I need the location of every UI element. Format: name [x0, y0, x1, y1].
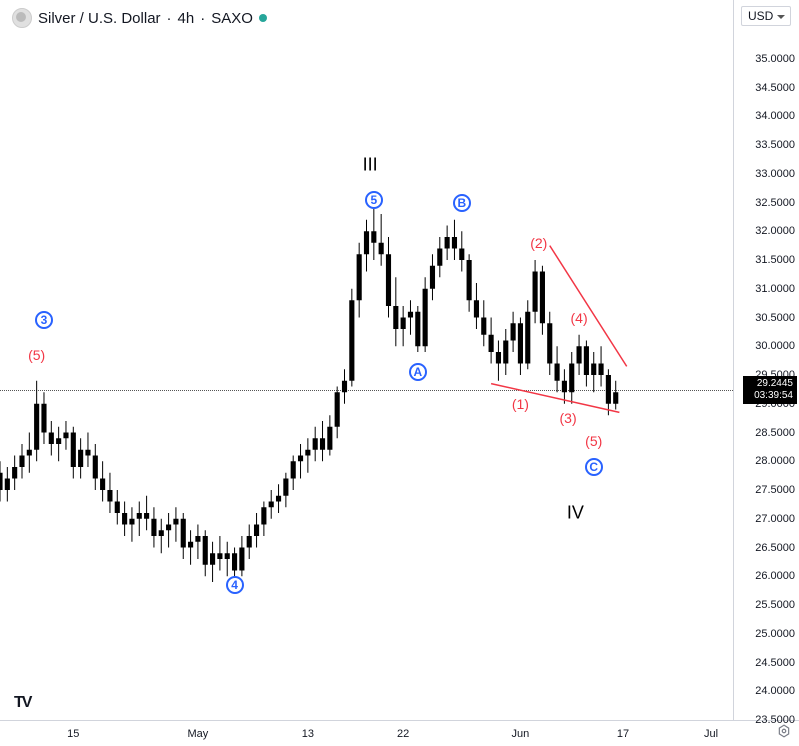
- y-tick-label: 26.5000: [740, 542, 795, 554]
- y-tick-label: 30.5000: [740, 312, 795, 324]
- price-value: 29.2445: [747, 378, 793, 390]
- elliott-wave-circle-label[interactable]: 4: [226, 576, 244, 594]
- y-tick-label: 35.0000: [740, 53, 795, 65]
- elliott-wave-circle-label[interactable]: B: [453, 194, 471, 212]
- tradingview-logo-icon: TV: [14, 694, 30, 712]
- y-tick-label: 24.0000: [740, 685, 795, 697]
- y-tick-label: 25.0000: [740, 628, 795, 640]
- y-tick-label: 33.0000: [740, 168, 795, 180]
- elliott-wave-circle-label[interactable]: C: [585, 458, 603, 476]
- x-tick-label: 13: [302, 728, 314, 740]
- y-axis-border: [733, 0, 734, 720]
- price-chart-svg: [0, 0, 733, 720]
- elliott-wave-circle-label[interactable]: 3: [35, 311, 53, 329]
- y-tick-label: 31.5000: [740, 254, 795, 266]
- y-tick-label: 34.5000: [740, 82, 795, 94]
- trendline[interactable]: [491, 384, 619, 413]
- x-tick-label: 15: [67, 728, 79, 740]
- x-axis-border: [0, 720, 799, 721]
- y-tick-label: 28.0000: [740, 455, 795, 467]
- x-tick-label: Jul: [704, 728, 718, 740]
- y-tick-label: 28.5000: [740, 427, 795, 439]
- x-tick-label: May: [188, 728, 209, 740]
- y-tick-label: 33.5000: [740, 139, 795, 151]
- y-tick-label: 32.5000: [740, 197, 795, 209]
- chart-plot-area[interactable]: 35.0000 34.5000 34.0000 33.5000 33.0000 32.50…: [0, 0, 799, 746]
- elliott-wave-circle-label[interactable]: 5: [365, 191, 383, 209]
- y-tick-label: 27.0000: [740, 513, 795, 525]
- y-tick-label: 24.5000: [740, 657, 795, 669]
- countdown-value: 03:39:54: [747, 390, 793, 402]
- y-tick-label: 30.0000: [740, 340, 795, 352]
- current-price-tag: 29.244503:39:54: [743, 376, 797, 404]
- y-tick-label: 27.5000: [740, 484, 795, 496]
- y-tick-label: 25.5000: [740, 599, 795, 611]
- x-tick-label: 22: [397, 728, 409, 740]
- x-tick-label: Jun: [512, 728, 530, 740]
- y-tick-label: 31.0000: [740, 283, 795, 295]
- y-tick-label: 26.0000: [740, 570, 795, 582]
- y-tick-label: 32.0000: [740, 225, 795, 237]
- x-tick-label: 17: [617, 728, 629, 740]
- y-tick-label: 34.0000: [740, 110, 795, 122]
- elliott-wave-circle-label[interactable]: A: [409, 363, 427, 381]
- settings-icon[interactable]: [777, 724, 791, 738]
